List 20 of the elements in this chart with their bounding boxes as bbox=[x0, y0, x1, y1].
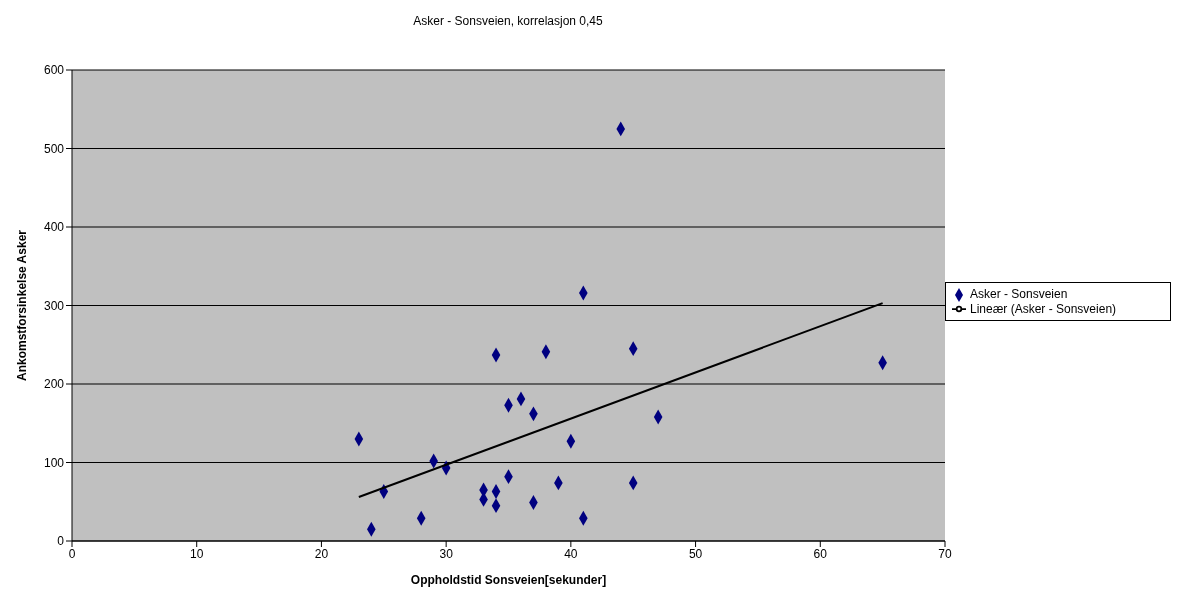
y-axis-title: Ankomstforsinkelse Asker bbox=[15, 229, 30, 381]
x-tick-label: 30 bbox=[439, 546, 454, 561]
y-tick-label: 500 bbox=[43, 141, 65, 156]
y-tick-label: 300 bbox=[43, 298, 65, 313]
chart-title: Asker - Sonsveien, korrelasjon 0,45 bbox=[412, 14, 604, 28]
y-tick-label: 400 bbox=[43, 220, 65, 235]
y-tick-label: 200 bbox=[43, 377, 65, 392]
x-tick-label: 10 bbox=[190, 546, 204, 561]
y-tick-label: 0 bbox=[57, 534, 65, 549]
legend-label: Asker - Sonsveien bbox=[970, 286, 1068, 301]
x-tick-label: 50 bbox=[688, 546, 703, 561]
x-axis-title: Oppholdstid Sonsveien[sekunder] bbox=[410, 573, 607, 587]
x-tick-label: 20 bbox=[314, 546, 329, 561]
x-tick-label: 60 bbox=[813, 546, 828, 561]
x-tick-label: 0 bbox=[68, 546, 76, 561]
y-tick-label: 100 bbox=[43, 455, 65, 470]
legend-label: Lineær (Asker - Sonsveien) bbox=[970, 301, 1117, 316]
x-tick-label: 70 bbox=[938, 546, 952, 561]
x-tick-label: 40 bbox=[564, 546, 578, 561]
y-tick-label: 600 bbox=[43, 63, 65, 78]
